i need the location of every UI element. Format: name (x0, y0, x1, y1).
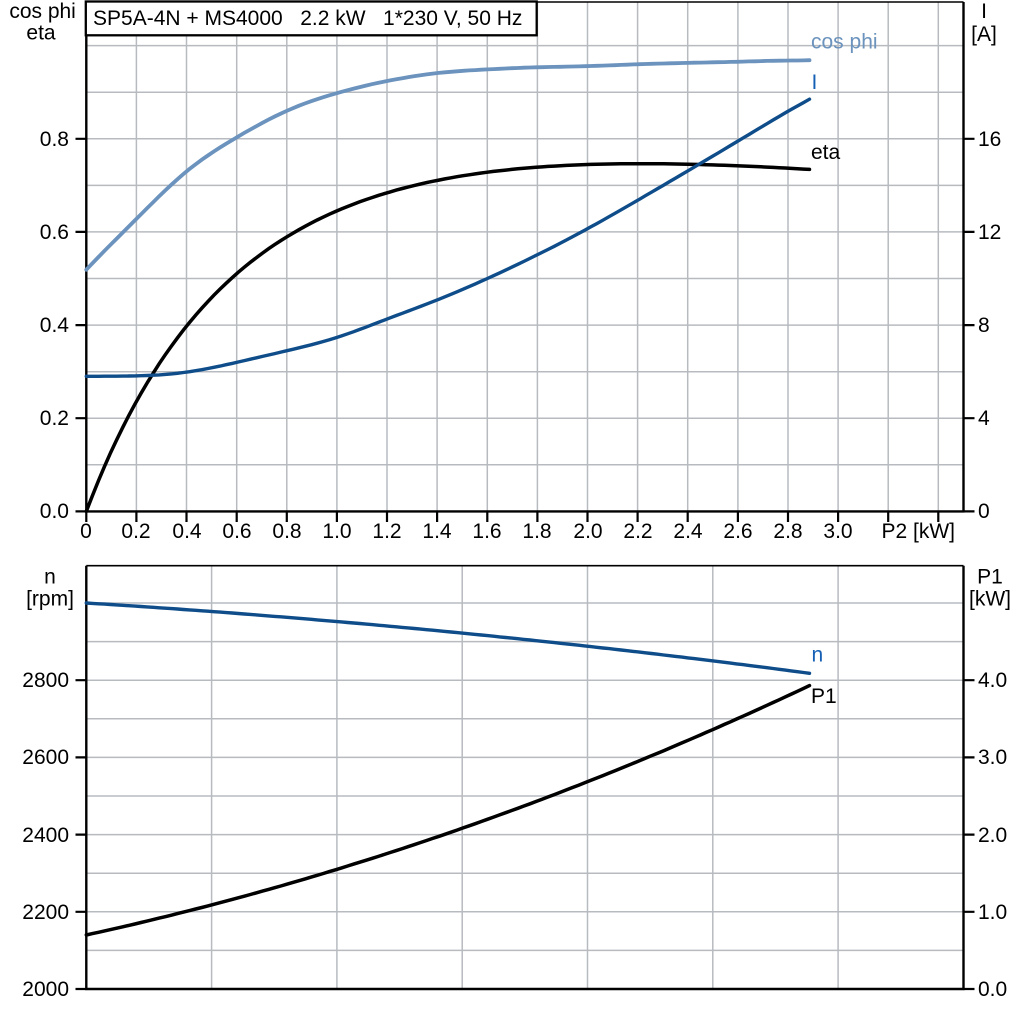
svg-text:3.0: 3.0 (978, 746, 1007, 769)
svg-text:4.0: 4.0 (978, 669, 1007, 692)
svg-text:2000: 2000 (22, 978, 69, 1001)
svg-text:4: 4 (978, 407, 990, 430)
svg-text:0.6: 0.6 (222, 520, 251, 543)
svg-text:0.6: 0.6 (40, 221, 69, 244)
svg-text:[rpm]: [rpm] (26, 588, 74, 611)
svg-text:n: n (812, 644, 824, 667)
svg-text:0.0: 0.0 (978, 978, 1007, 1001)
svg-text:SP5A-4N + MS4000 2.2 kW 1*: SP5A-4N + MS4000 2.2 kW 1*230 V, 50 Hz (93, 7, 522, 30)
svg-text:2.4: 2.4 (673, 520, 703, 543)
svg-text:12: 12 (978, 221, 1001, 244)
svg-text:P1: P1 (811, 685, 837, 708)
svg-text:2.0: 2.0 (573, 520, 602, 543)
svg-text:[A]: [A] (971, 23, 997, 46)
svg-text:0.8: 0.8 (272, 520, 301, 543)
svg-text:1.0: 1.0 (978, 901, 1007, 924)
svg-text:3.0: 3.0 (823, 520, 852, 543)
svg-text:1.2: 1.2 (372, 520, 401, 543)
svg-text:2600: 2600 (22, 746, 69, 769)
svg-text:0: 0 (978, 500, 990, 523)
svg-text:2400: 2400 (22, 824, 69, 847)
svg-text:2200: 2200 (22, 901, 69, 924)
svg-text:eta: eta (811, 141, 841, 164)
svg-text:2.6: 2.6 (723, 520, 752, 543)
svg-text:eta: eta (26, 22, 56, 45)
svg-text:0.2: 0.2 (121, 520, 150, 543)
svg-text:[kW]: [kW] (969, 588, 1011, 611)
svg-text:0: 0 (80, 520, 92, 543)
svg-text:0.8: 0.8 (40, 128, 69, 151)
svg-text:0.4: 0.4 (40, 314, 70, 337)
svg-text:1.4: 1.4 (422, 520, 452, 543)
svg-text:0.2: 0.2 (40, 407, 69, 430)
svg-text:16: 16 (978, 128, 1001, 151)
svg-text:0.4: 0.4 (172, 520, 202, 543)
svg-text:I: I (981, 0, 987, 23)
svg-text:1.8: 1.8 (522, 520, 551, 543)
svg-text:1.6: 1.6 (472, 520, 501, 543)
svg-text:cos phi: cos phi (9, 0, 76, 23)
svg-text:1.0: 1.0 (322, 520, 351, 543)
svg-text:P1: P1 (977, 566, 1003, 589)
svg-text:P2 [kW]: P2 [kW] (881, 520, 955, 543)
svg-text:2.8: 2.8 (773, 520, 802, 543)
svg-text:2.0: 2.0 (978, 824, 1007, 847)
svg-text:cos phi: cos phi (811, 31, 878, 54)
svg-text:8: 8 (978, 314, 990, 337)
svg-text:I: I (812, 71, 818, 94)
svg-text:2800: 2800 (22, 669, 69, 692)
svg-text:0.0: 0.0 (40, 500, 69, 523)
svg-text:2.2: 2.2 (623, 520, 652, 543)
svg-text:n: n (44, 566, 56, 589)
